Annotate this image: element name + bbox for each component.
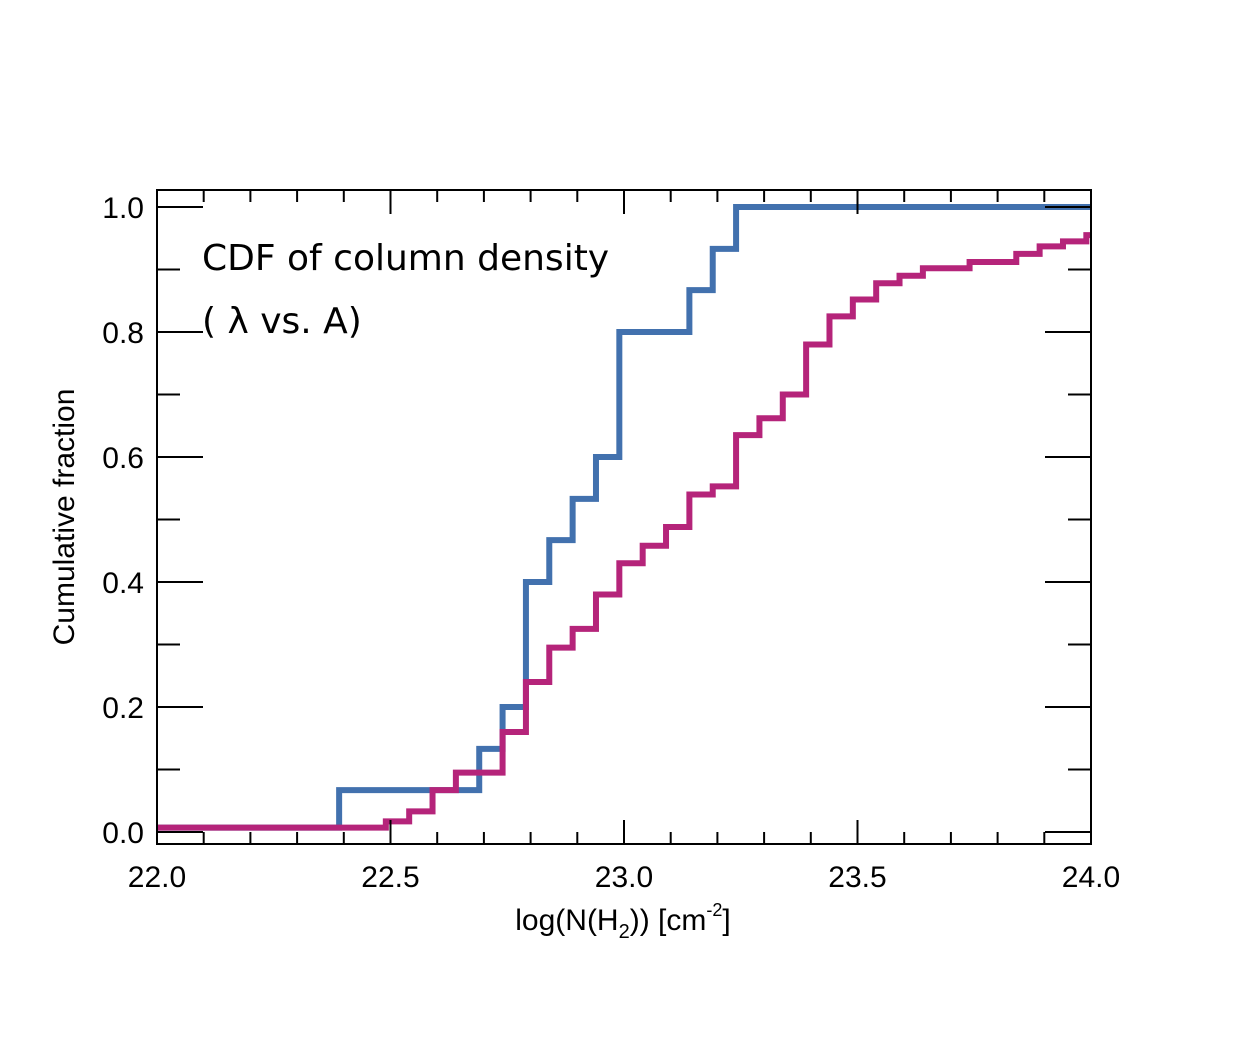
x-tick-label: 22.0 bbox=[128, 861, 186, 894]
x-axis-title-end: ] bbox=[722, 904, 730, 937]
y-tick-label: 0.0 bbox=[102, 817, 144, 850]
plot-frame bbox=[156, 189, 1092, 845]
y-tick-label: 0.2 bbox=[102, 692, 144, 725]
x-axis-title-mid: )) [cm bbox=[630, 904, 707, 937]
series-layer bbox=[157, 204, 1091, 831]
tick-layer bbox=[156, 190, 1092, 844]
label-layer: 22.0 22.5 23.0 23.5 24.0 0.0 0.2 0.4 0.6 0.8 1.0 bbox=[102, 192, 1120, 894]
x-tick-label: 23.5 bbox=[828, 861, 886, 894]
x-axis-title: log(N(H2)) [cm-2] bbox=[515, 900, 730, 943]
x-axis-title-sub: 2 bbox=[619, 921, 630, 943]
y-axis-title: Cumulative fraction bbox=[48, 389, 81, 646]
series-magenta-line bbox=[157, 232, 1091, 831]
annotation-line-1: CDF of column density bbox=[202, 238, 609, 279]
y-tick-label: 1.0 bbox=[102, 192, 144, 225]
x-axis-title-base: log(N(H bbox=[515, 904, 618, 937]
annotation-line-2: ( λ vs. A) bbox=[202, 301, 362, 342]
x-axis-title-sup: -2 bbox=[706, 900, 722, 920]
y-tick-label: 0.8 bbox=[102, 317, 144, 350]
x-tick-label: 23.0 bbox=[595, 861, 653, 894]
series-blue-line bbox=[157, 204, 1091, 831]
y-tick-label: 0.6 bbox=[102, 442, 144, 475]
x-tick-label: 24.0 bbox=[1062, 861, 1120, 894]
y-tick-label: 0.4 bbox=[102, 567, 144, 600]
x-tick-label: 22.5 bbox=[361, 861, 419, 894]
